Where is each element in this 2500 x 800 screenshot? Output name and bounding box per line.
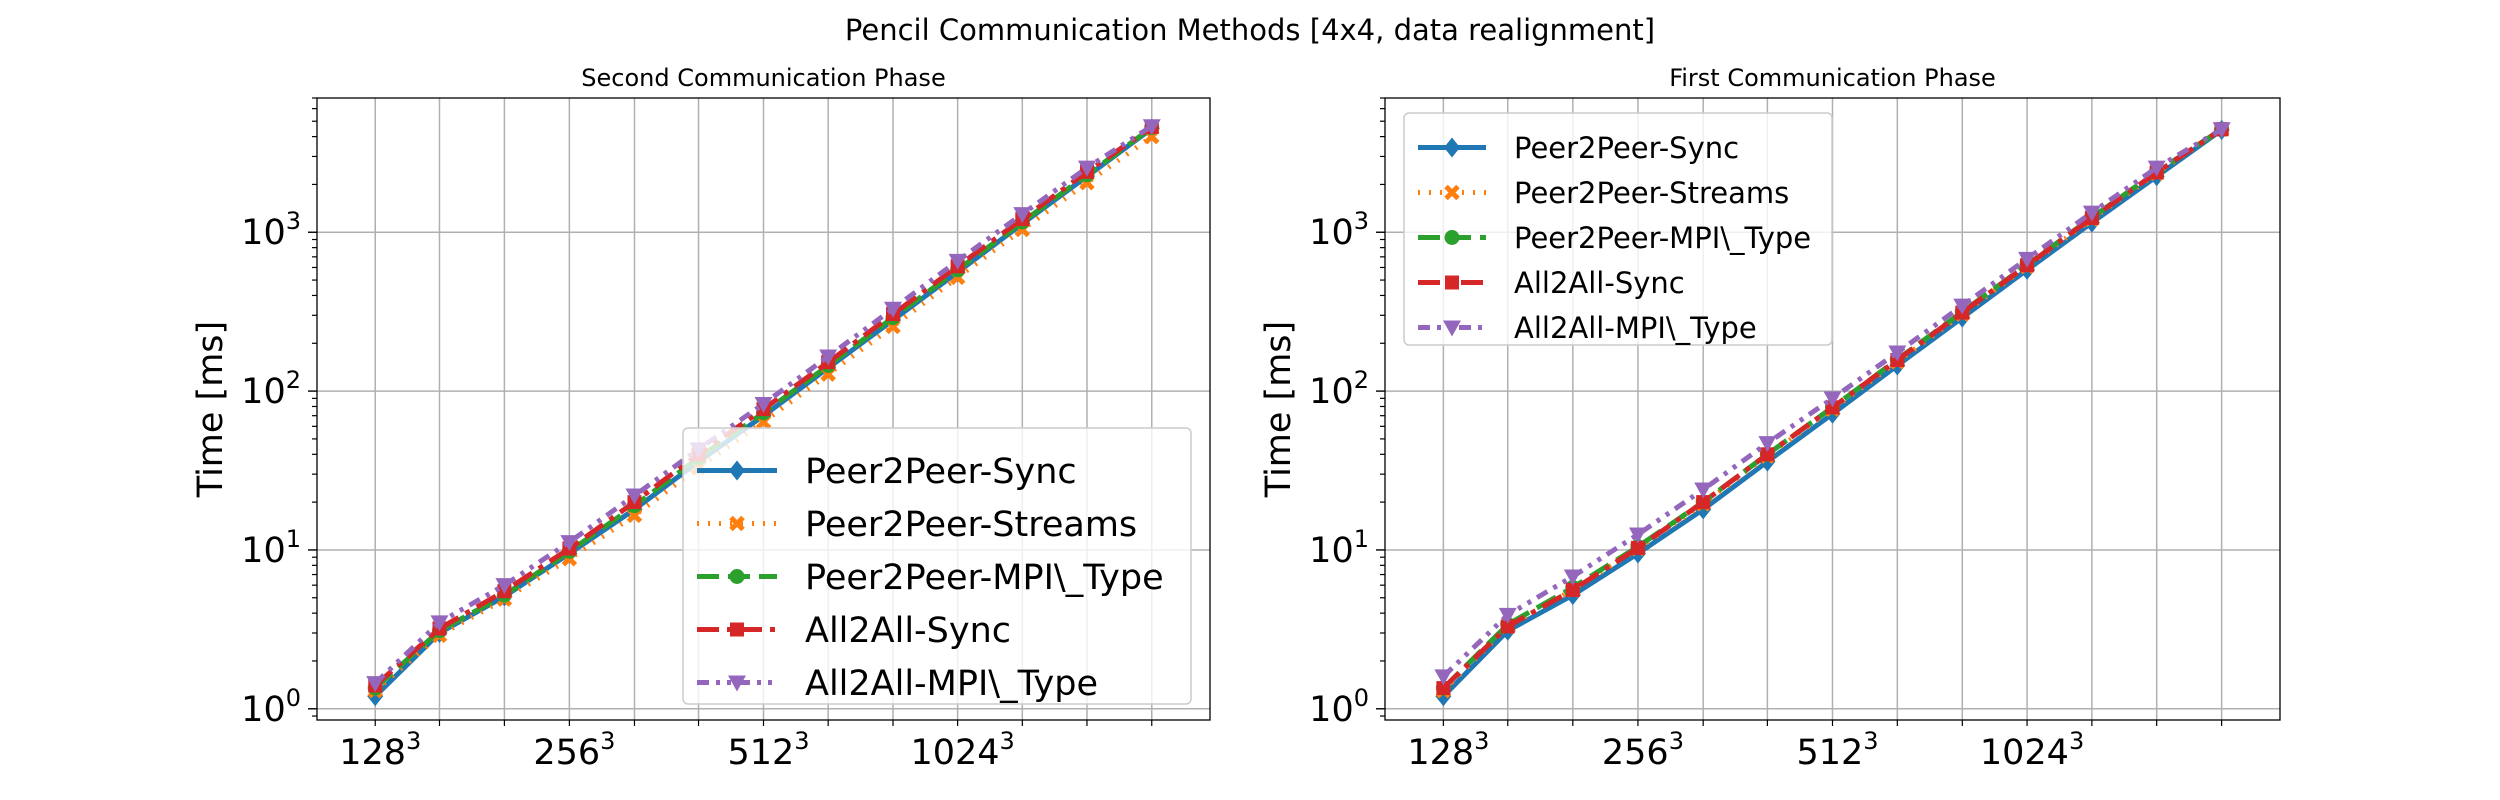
data-point xyxy=(1565,582,1580,597)
series-group xyxy=(1434,120,2231,707)
y-tick-label: 102 xyxy=(241,366,301,412)
data-point xyxy=(1434,669,1453,686)
legend-label: Peer2Peer-Streams xyxy=(805,505,1137,545)
legend-label: Peer2Peer-MPI\_Type xyxy=(805,558,1164,598)
series-all2all-mpi-type xyxy=(1434,122,2231,686)
legend-item-all2all-mpi-type: All2All-MPI\_Type xyxy=(697,664,1098,704)
data-point xyxy=(2212,122,2231,139)
data-point xyxy=(1888,345,1907,362)
x-tick-label: 2563 xyxy=(1602,727,1684,773)
x-tick-label: 5123 xyxy=(1796,727,1878,773)
legend-box xyxy=(682,427,1192,705)
legend-marker xyxy=(1444,137,1460,158)
data-point xyxy=(2018,251,2037,268)
data-point xyxy=(2147,160,2166,177)
legend-marker xyxy=(728,675,746,692)
legend-marker xyxy=(730,622,744,637)
chart-title: First Communication Phase xyxy=(1669,64,1996,92)
data-point xyxy=(1563,569,1582,586)
data-point xyxy=(1500,619,1515,634)
legend-label: Peer2Peer-Streams xyxy=(1514,176,1789,210)
data-point xyxy=(1498,607,1517,624)
y-axis-label: Time [ms] xyxy=(1259,321,1299,498)
x-tick-label: 5123 xyxy=(727,727,809,773)
series-all2all-mpi-type xyxy=(366,119,1161,693)
legend-label: All2All-MPI\_Type xyxy=(805,664,1098,704)
data-point xyxy=(1823,391,1842,408)
x-tick-label: 10243 xyxy=(1980,727,2084,773)
legend-marker xyxy=(729,460,745,481)
legend-item-peer2peer-mpi-type: Peer2Peer-MPI\_Type xyxy=(697,558,1164,598)
legend-item-peer2peer-sync: Peer2Peer-Sync xyxy=(1418,131,1739,165)
data-point xyxy=(1696,495,1711,510)
data-point xyxy=(1953,298,1972,315)
y-axis-label: Time [ms] xyxy=(191,321,231,498)
legend-label: Peer2Peer-Sync xyxy=(1514,131,1739,165)
y-tick-label: 100 xyxy=(1309,684,1369,730)
legend-item-peer2peer-mpi-type: Peer2Peer-MPI\_Type xyxy=(1418,221,1811,255)
x-tick-label: 1283 xyxy=(1407,727,1489,773)
legend-item-peer2peer-streams: Peer2Peer-Streams xyxy=(1418,176,1789,210)
figure-title: Pencil Communication Methods [4x4, data … xyxy=(845,13,1655,47)
legend-label: All2All-MPI\_Type xyxy=(1514,311,1757,345)
legend-marker xyxy=(1445,275,1459,290)
x-axis: 1283 2563 5123 10243 xyxy=(339,720,1153,773)
chart-first-communication-phase: 100 101 102 103 1283 2563 5123 10243 First Commu… xyxy=(1259,64,2281,773)
data-point xyxy=(1694,482,1713,499)
legend-item-all2all-sync: All2All-Sync xyxy=(1418,266,1685,300)
legend-label: Peer2Peer-MPI\_Type xyxy=(1514,221,1811,255)
data-point xyxy=(430,615,449,632)
data-point xyxy=(1628,527,1647,544)
data-point xyxy=(754,396,773,413)
legend-marker xyxy=(1443,320,1461,337)
data-point xyxy=(948,253,967,270)
legend-box xyxy=(1403,112,1833,346)
y-tick-label: 103 xyxy=(1309,207,1369,253)
data-point xyxy=(1077,160,1096,177)
y-axis: 100 101 102 103 xyxy=(241,97,317,730)
legend-label: All2All-Sync xyxy=(1514,266,1685,300)
legend-item-all2all-sync: All2All-Sync xyxy=(697,611,1011,651)
y-tick-label: 100 xyxy=(241,684,301,730)
data-point xyxy=(1758,436,1777,453)
data-point xyxy=(560,535,579,552)
series-group xyxy=(366,118,1161,707)
legend-item-peer2peer-sync: Peer2Peer-Sync xyxy=(697,452,1077,492)
y-axis: 100 101 102 103 xyxy=(1309,97,1385,730)
data-point xyxy=(366,676,385,693)
y-tick-label: 103 xyxy=(241,207,301,253)
legend-marker xyxy=(729,515,745,532)
data-point xyxy=(884,301,903,318)
legend: Peer2Peer-Sync Peer2Peer-Streams Peer2Peer… xyxy=(682,427,1192,705)
legend-label: Peer2Peer-Sync xyxy=(805,452,1077,492)
y-tick-label: 102 xyxy=(1309,366,1369,412)
legend-marker xyxy=(1444,184,1460,201)
legend: Peer2Peer-Sync Peer2Peer-Streams Peer2Peer… xyxy=(1403,112,1833,346)
legend-item-all2all-mpi-type: All2All-MPI\_Type xyxy=(1418,311,1757,345)
data-point xyxy=(1760,447,1775,462)
x-tick-label: 10243 xyxy=(910,727,1014,773)
legend-marker xyxy=(729,569,745,584)
y-tick-label: 101 xyxy=(1309,525,1369,571)
chart-title: Second Communication Phase xyxy=(581,64,945,92)
data-point xyxy=(495,578,514,595)
data-point xyxy=(1630,540,1645,555)
chart-second-communication-phase: 100 101 102 103 1283 2563 5123 10243 Second Comm… xyxy=(191,64,1211,773)
data-point xyxy=(2082,205,2101,222)
legend-item-peer2peer-streams: Peer2Peer-Streams xyxy=(697,505,1137,545)
y-tick-label: 101 xyxy=(241,525,301,571)
x-tick-label: 1283 xyxy=(339,727,421,773)
legend-label: All2All-Sync xyxy=(805,611,1011,651)
data-point xyxy=(1436,681,1451,696)
data-point xyxy=(819,349,838,366)
data-point xyxy=(625,488,644,505)
x-axis: 1283 2563 5123 10243 xyxy=(1407,720,2223,773)
x-tick-label: 2563 xyxy=(533,727,615,773)
data-point xyxy=(1142,119,1161,136)
legend-marker xyxy=(1444,230,1460,245)
data-point xyxy=(1013,207,1032,224)
